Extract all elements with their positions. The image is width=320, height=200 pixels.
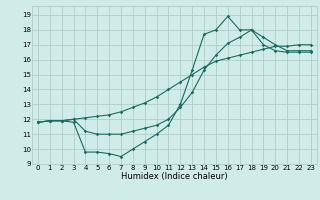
X-axis label: Humidex (Indice chaleur): Humidex (Indice chaleur) [121, 172, 228, 181]
